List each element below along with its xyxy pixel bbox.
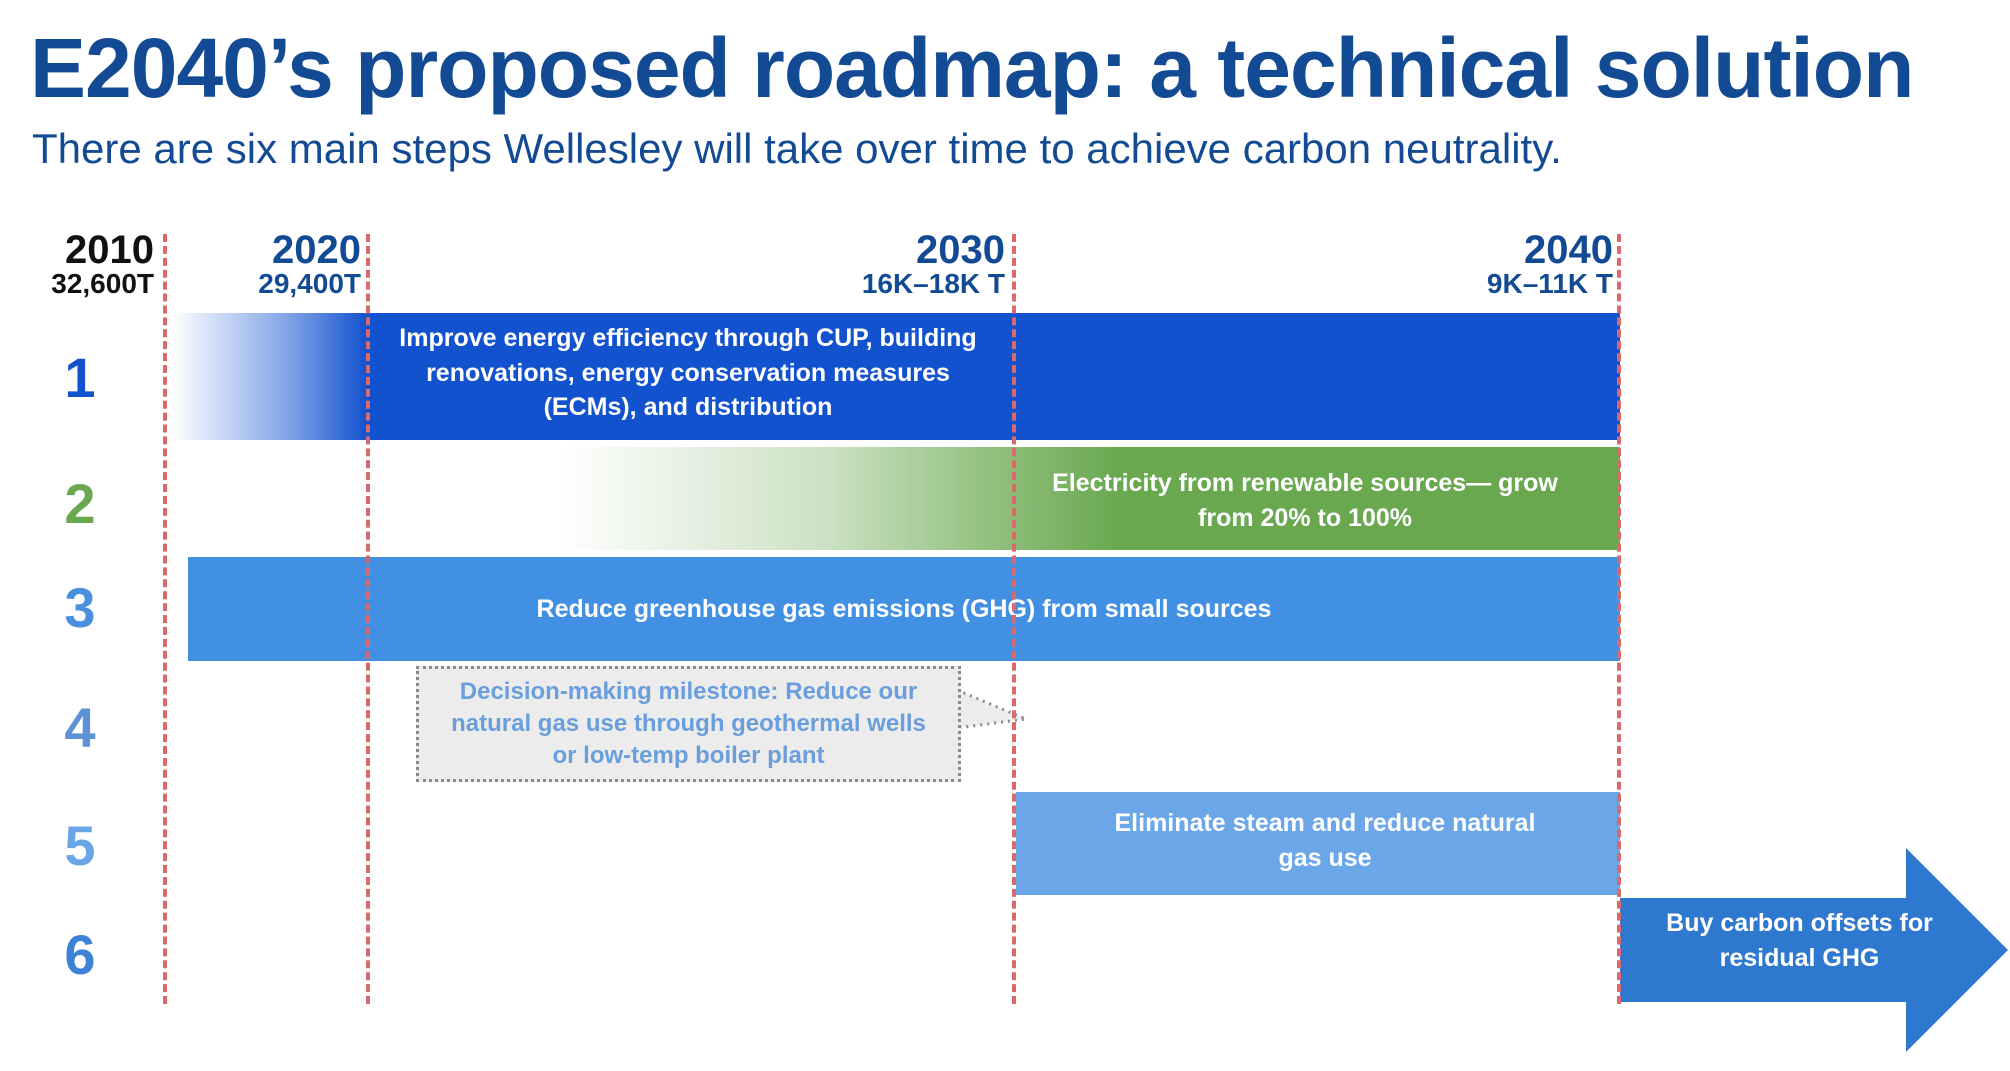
step-1-label: Improve energy efficiency through CUP, b… bbox=[399, 324, 977, 421]
marker-2010 bbox=[163, 234, 167, 1004]
step-2-label: Electricity from renewable sources— grow… bbox=[1052, 469, 1558, 532]
milestone-emissions-2010: 32,600T bbox=[51, 268, 154, 299]
step-number-2: 2 bbox=[64, 472, 96, 535]
marker-2020 bbox=[366, 234, 370, 1004]
marker-2030 bbox=[1012, 234, 1016, 1004]
milestone-emissions-2030: 16K–18K T bbox=[861, 268, 1005, 299]
milestone-year-2020: 2020 bbox=[272, 228, 361, 272]
step-5-bar bbox=[1016, 792, 1620, 895]
step-number-5: 5 bbox=[64, 814, 96, 877]
step-4-callout: Decision-making milestone: Reduce our na… bbox=[416, 666, 1032, 788]
milestone-year-2030: 2030 bbox=[916, 228, 1005, 272]
step-number-1: 1 bbox=[64, 346, 96, 409]
milestone-emissions-2040: 9K–11K T bbox=[1486, 268, 1613, 299]
step-3-bar: Reduce greenhouse gas emissions (GHG) fr… bbox=[188, 557, 1620, 661]
step-4-label: Decision-making milestone: Reduce our na… bbox=[416, 666, 961, 782]
step-number-4: 4 bbox=[64, 696, 96, 759]
marker-2040 bbox=[1617, 234, 1621, 1004]
page-subtitle: There are six main steps Wellesley will … bbox=[32, 125, 1562, 172]
milestone-emissions-2020: 29,400T bbox=[258, 268, 361, 299]
step-number-3: 3 bbox=[64, 576, 96, 639]
step-number-6: 6 bbox=[64, 923, 96, 986]
callout-pointer bbox=[956, 688, 1032, 730]
step-2-bar bbox=[560, 447, 1620, 550]
milestone-year-2040: 2040 bbox=[1524, 228, 1613, 272]
milestone-year-2010: 2010 bbox=[65, 228, 154, 272]
page-title: E2040’s proposed roadmap: a technical so… bbox=[30, 21, 1914, 115]
step-5-label: Eliminate steam and reduce natural gas u… bbox=[1114, 809, 1536, 872]
step-1-bar bbox=[172, 313, 1620, 440]
step-6-label: Buy carbon offsets for residual GHG bbox=[1666, 909, 1933, 972]
step-6-arrow bbox=[1620, 848, 2008, 1052]
